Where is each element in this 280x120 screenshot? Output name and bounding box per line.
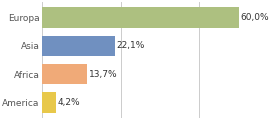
Bar	[42, 64, 87, 84]
Text: 60,0%: 60,0%	[240, 13, 269, 22]
Bar	[42, 92, 56, 113]
Text: 4,2%: 4,2%	[58, 98, 80, 107]
Bar	[42, 36, 115, 56]
Text: 13,7%: 13,7%	[89, 70, 117, 79]
Bar	[42, 7, 239, 28]
Text: 22,1%: 22,1%	[116, 41, 144, 50]
